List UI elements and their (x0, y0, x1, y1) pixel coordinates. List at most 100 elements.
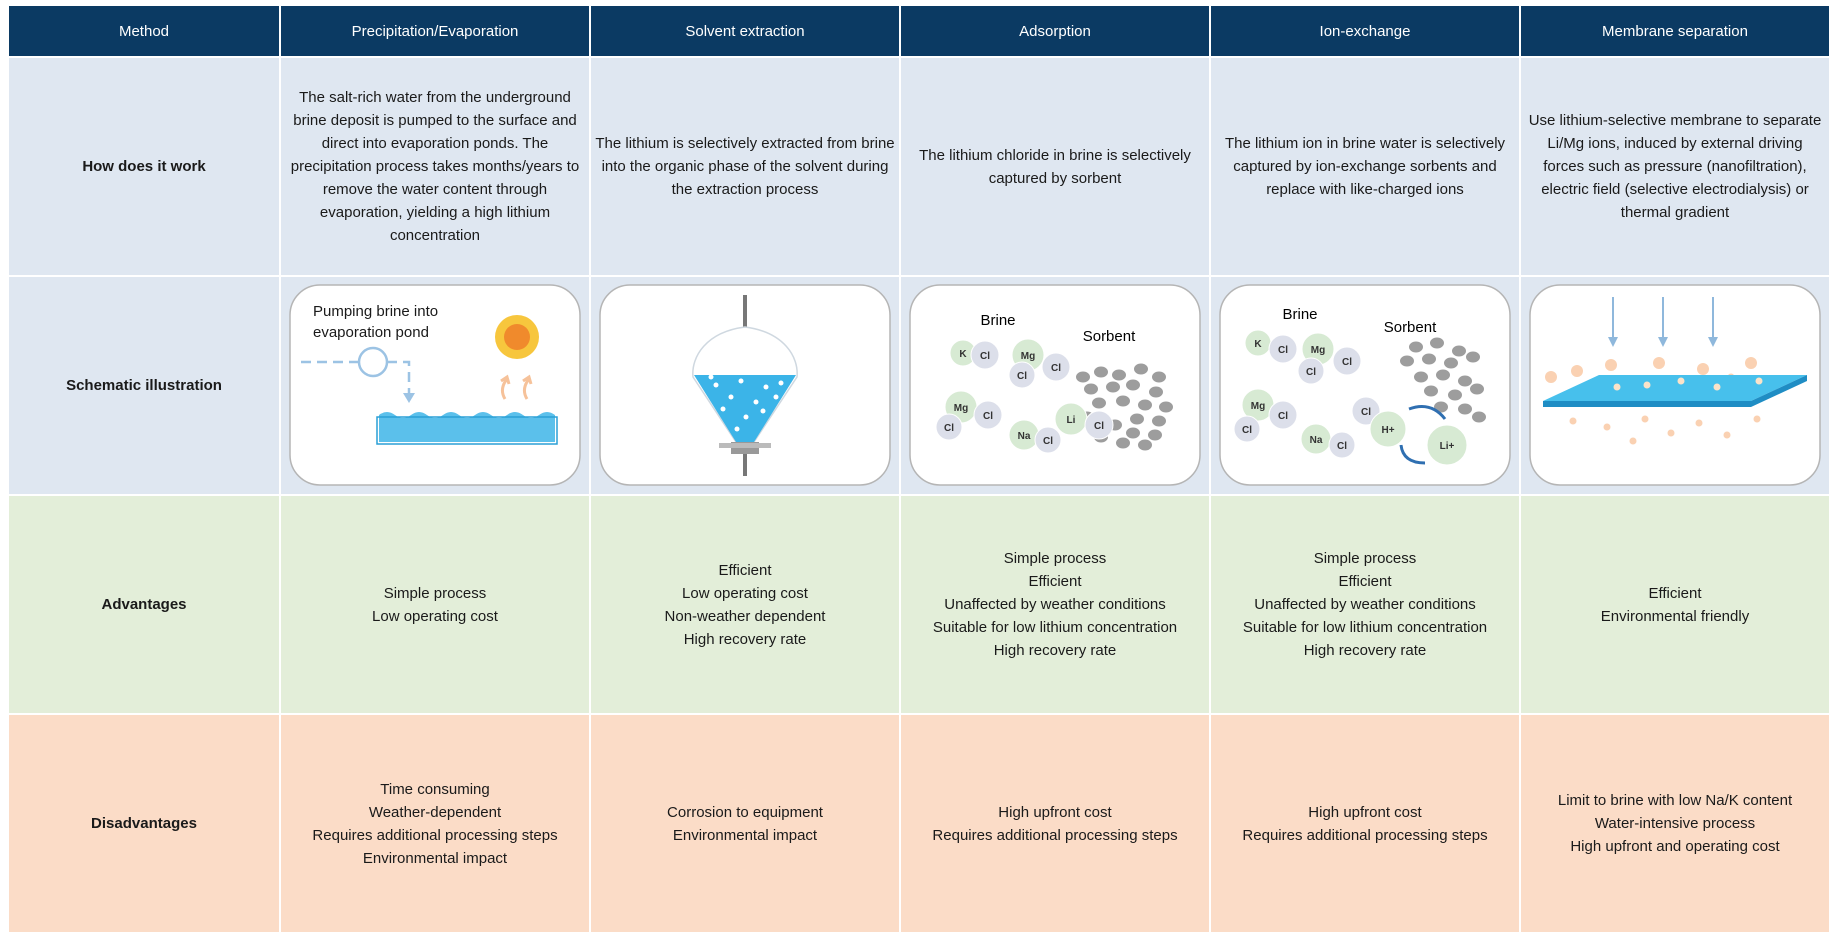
sorbent-particle (1422, 353, 1436, 365)
sorbent-particle (1452, 345, 1466, 357)
cell: Efficient Environmental friendly (1521, 496, 1829, 713)
cell: Efficient Low operating cost Non-weather d… (591, 496, 899, 713)
sorbent-particle (1434, 401, 1448, 413)
droplet (778, 380, 784, 386)
sorbent-particle (1106, 381, 1120, 393)
ion (1351, 396, 1381, 426)
cell: Simple process Low operating cost (281, 496, 589, 713)
ion (973, 400, 1003, 430)
schematic (1529, 284, 1821, 486)
ion-dot (1643, 381, 1651, 389)
row-label: Schematic illustration (9, 277, 279, 494)
sorbent-particle (1134, 363, 1148, 375)
sorbent-particle (1466, 351, 1480, 363)
sun (504, 324, 530, 350)
force-arrow-head (1658, 337, 1668, 347)
ion (1268, 334, 1298, 364)
ion (970, 340, 1000, 370)
sorbent-particle (1126, 379, 1140, 391)
droplet (738, 378, 744, 384)
cell-line: Simple process (1003, 550, 1107, 567)
cell-line: Efficient (718, 561, 772, 579)
ion (1297, 357, 1325, 385)
cell-line: Requires additional processing steps (1242, 826, 1488, 844)
cell-line: Requires additional processing steps (932, 826, 1178, 844)
ion-label: Cl (1278, 345, 1288, 356)
ion-dot (1545, 371, 1557, 383)
cell-line: Suitable for low lithium concentration (1242, 619, 1488, 636)
schematic (599, 284, 891, 486)
droplet (734, 426, 740, 432)
ion-label: Cl (1242, 425, 1252, 436)
ion-label: Cl (944, 423, 954, 434)
stopper (743, 295, 747, 329)
ion-dot (1695, 419, 1703, 427)
ion-dot (1641, 415, 1649, 423)
ion-label: Cl (1094, 421, 1104, 432)
ion-label: Cl (1051, 363, 1061, 374)
sorbent-particle (1409, 341, 1423, 353)
cell-line: Limit to brine with low Na/K content (1557, 792, 1793, 809)
cell-line: Efficient (1338, 573, 1392, 590)
sorbent-particle (1430, 337, 1444, 349)
cell: Time consuming Weather-dependent Requires … (281, 715, 589, 932)
ion-label: Cl (980, 351, 990, 362)
ion-label: Mg (954, 403, 968, 414)
ion-label: Cl (1043, 436, 1053, 447)
membrane-side (1543, 375, 1807, 407)
ion-dot (1613, 383, 1621, 391)
ion-label: Mg (1021, 351, 1035, 362)
pipe (301, 360, 411, 395)
sorbent-particle (1138, 399, 1152, 411)
ion-dot (1603, 423, 1611, 431)
pond-edge (376, 416, 558, 445)
cell-line: Simple process (1313, 550, 1417, 567)
ion (1084, 410, 1114, 440)
ion (1041, 352, 1071, 382)
ion (935, 413, 963, 441)
cell: Simple process Efficient Unaffected by wea… (901, 496, 1209, 713)
sorbent-particle (1159, 401, 1173, 413)
ion (1034, 426, 1062, 454)
sorbent-particle (1152, 415, 1166, 427)
cell: Corrosion to equipment Environmental impa… (591, 715, 899, 932)
ion-dot (1723, 431, 1731, 439)
ion-label: H+ (1381, 425, 1394, 436)
cell-line: High upfront and operating cost (1570, 838, 1780, 855)
header-cell: Solvent extraction (591, 6, 899, 56)
schematic-cell (591, 277, 899, 494)
sorbent-particle (1112, 369, 1126, 381)
cell-line: Environmental friendly (1600, 607, 1750, 625)
schematic (289, 284, 581, 486)
cell-line: High upfront cost (998, 803, 1112, 821)
label: Brine (980, 312, 1015, 329)
sorbent-particle (1448, 389, 1462, 401)
ion-dot (1571, 365, 1583, 377)
cell-line: High recovery rate (683, 630, 807, 648)
sorbent-particle (1472, 411, 1486, 423)
arrow (403, 393, 415, 403)
cell-text: The lithium ion in brine water is select… (1211, 58, 1519, 275)
force-arrow-head (1708, 337, 1718, 347)
label: Sorbent (1083, 328, 1136, 345)
droplet (713, 382, 719, 388)
ion-dot (1667, 429, 1675, 437)
exchange-arrow (1399, 405, 1447, 465)
cell-line: Non-weather dependent (664, 607, 826, 625)
ion-dot (1713, 383, 1721, 391)
ion-label: Cl (1278, 411, 1288, 422)
spout (743, 454, 747, 476)
ion-label: Cl (1342, 357, 1352, 368)
droplet (728, 394, 734, 400)
header-cell: Precipitation/Evaporation (281, 6, 589, 56)
cell-line: Time consuming (380, 780, 490, 798)
ion (1369, 410, 1407, 448)
sorbent-particle (1444, 357, 1458, 369)
cell-line: Water-intensive process (1594, 815, 1756, 832)
sorbent-particle (1148, 429, 1162, 441)
cell-line: Efficient (1648, 584, 1702, 602)
ion-label: Li (1067, 415, 1076, 426)
cell-line: Simple process (383, 584, 487, 602)
sorbent-particle (1458, 375, 1472, 387)
cell-line: High upfront cost (1308, 803, 1422, 821)
